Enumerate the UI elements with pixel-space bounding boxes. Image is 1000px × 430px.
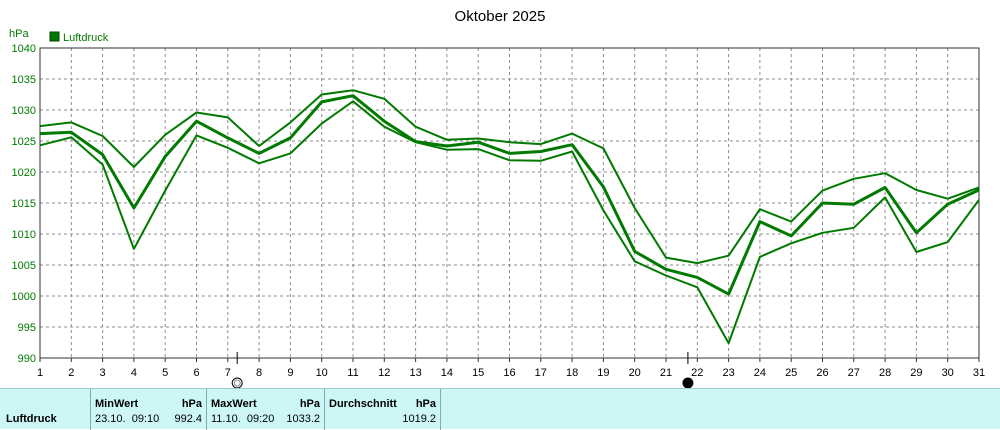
x-tick-label: 13 [409, 367, 421, 379]
x-tick-label: 17 [535, 367, 547, 379]
x-tick-label: 15 [472, 367, 484, 379]
y-tick-label: 1015 [12, 198, 36, 210]
stats-panel: Luftdruck MinWert hPa 23.10. 09:10 992.4… [0, 388, 1000, 430]
x-tick-label: 23 [722, 367, 734, 379]
x-tick-label: 25 [785, 367, 797, 379]
x-tick-label: 12 [378, 367, 390, 379]
stat-max-block: MaxWert hPa 11.10. 09:20 1033.2 [206, 389, 324, 430]
chart-svg: 9909951000100510101015102010251030103510… [9, 8, 985, 388]
stat-max-header: MaxWert [211, 398, 257, 410]
y-tick-label: 1040 [12, 43, 36, 55]
y-tick-label: 1020 [12, 167, 36, 179]
pressure-chart: 990 995 1000 1005 1010 1015 1020 1025 1030 1035 10… [9, 8, 985, 388]
y-tick-label: 1000 [12, 291, 36, 303]
x-tick-label: 21 [660, 367, 672, 379]
x-tick-label: 19 [597, 367, 609, 379]
series-line-min [39, 100, 980, 345]
stat-max-unit: hPa [299, 398, 320, 410]
stats-row-label: Luftdruck [6, 413, 57, 425]
x-tick-label: 7 [225, 367, 231, 379]
x-tick-label: 26 [816, 367, 828, 379]
stat-max-datetime: 11.10. 09:20 [211, 413, 275, 425]
y-tick-label: 1005 [12, 260, 36, 272]
stat-min-datetime: 23.10. 09:10 [95, 413, 160, 425]
legend-swatch [49, 31, 60, 42]
stat-avg-unit: hPa [415, 398, 436, 410]
x-tick-label: 14 [441, 367, 453, 379]
x-tick-label: 4 [131, 367, 137, 379]
y-axis-label: hPa [9, 28, 29, 40]
stat-max-value: 1033.2 [286, 413, 320, 425]
x-tick-label: 10 [316, 367, 328, 379]
x-tick-label: 30 [942, 367, 954, 379]
x-tick-label: 1 [37, 367, 43, 379]
x-tick-label: 20 [629, 367, 641, 379]
x-tick-label: 24 [754, 367, 766, 379]
y-tick-label: 995 [18, 322, 36, 334]
series-line-max [39, 89, 980, 265]
y-tick-label: 1030 [12, 105, 36, 117]
legend-label: Luftdruck [63, 32, 109, 44]
y-tick-label: 1025 [12, 136, 36, 148]
stat-avg-header: Durchschnitt [329, 398, 397, 410]
x-tick-label: 28 [879, 367, 891, 379]
x-tick-label: 29 [910, 367, 922, 379]
stat-min-unit: hPa [181, 398, 202, 410]
full-moon-marker-inner [233, 379, 241, 387]
stat-min-value: 992.4 [174, 413, 202, 425]
x-tick-label: 11 [347, 367, 358, 379]
y-tick-label: 1035 [12, 74, 36, 86]
x-tick-label: 2 [68, 367, 74, 379]
x-tick-label: 18 [566, 367, 578, 379]
stat-avg-value: 1019.2 [402, 413, 436, 425]
x-tick-label: 27 [848, 367, 860, 379]
series-line-mean [39, 94, 980, 296]
stat-min-header: MinWert [95, 398, 139, 410]
x-tick-label: 5 [162, 367, 168, 379]
x-tick-label: 9 [287, 367, 293, 379]
full-moon-marker [231, 377, 243, 388]
x-tick-label: 3 [100, 367, 106, 379]
chart-title: Oktober 2025 [455, 8, 546, 25]
y-tick-label: 990 [18, 353, 36, 365]
stat-avg-block: Durchschnitt hPa 1019.2 [324, 389, 441, 430]
x-tick-label: 6 [193, 367, 199, 379]
x-tick-label: 22 [691, 367, 703, 379]
x-tick-label: 16 [503, 367, 515, 379]
x-tick-label: 31 [973, 367, 985, 379]
stat-min-block: MinWert hPa 23.10. 09:10 992.4 [90, 389, 206, 430]
new-moon-marker [682, 377, 694, 388]
x-tick-label: 8 [256, 367, 262, 379]
y-tick-label: 1010 [12, 229, 36, 241]
